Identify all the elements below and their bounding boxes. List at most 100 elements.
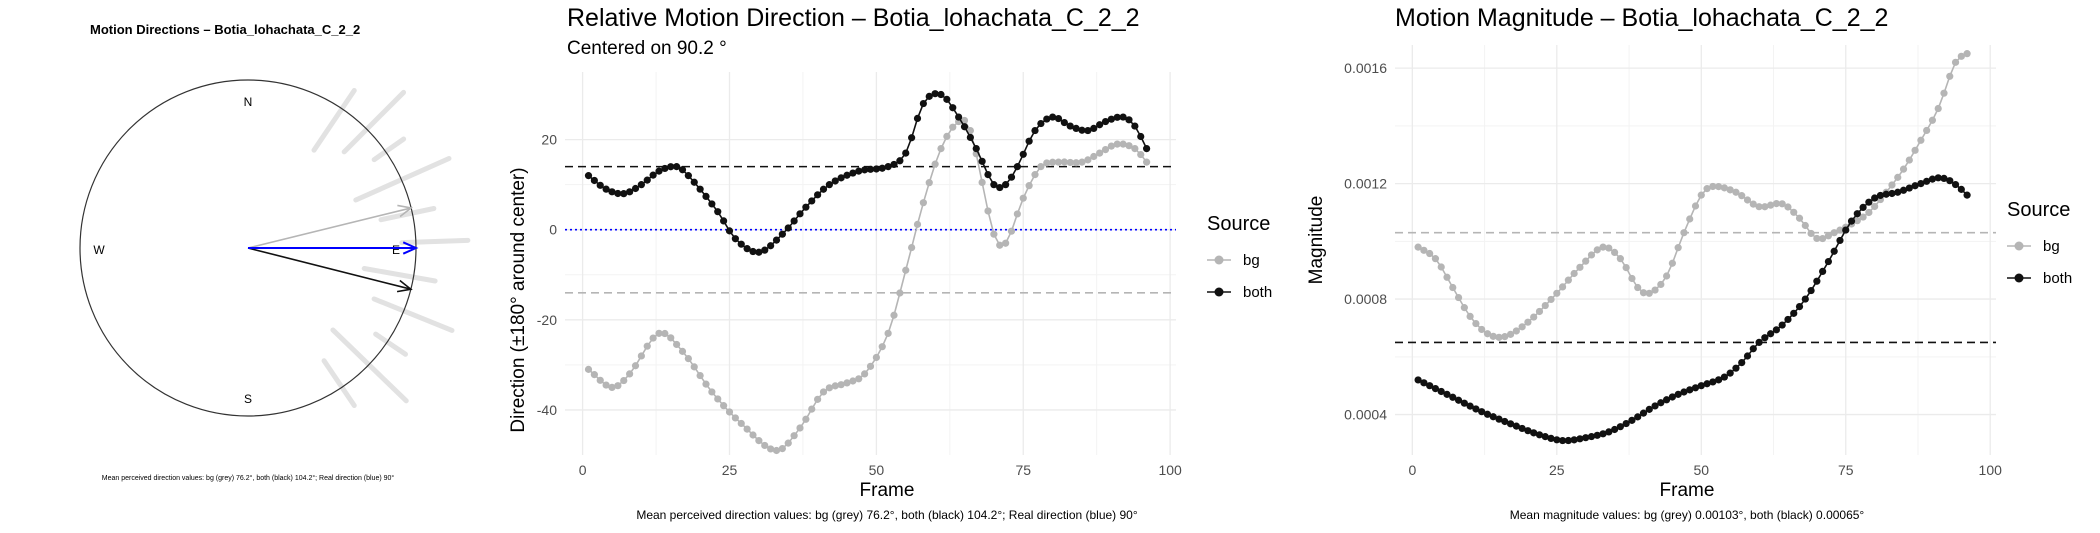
data-point-bg: [1871, 202, 1879, 211]
compass-ray: [353, 156, 452, 203]
compass-ray: [373, 331, 409, 357]
data-point-both: [1090, 124, 1098, 133]
data-point-bg: [1512, 327, 1520, 335]
x-tick-label: 0: [1408, 462, 1416, 478]
data-point-both: [1443, 390, 1451, 398]
data-point-both: [755, 248, 763, 256]
data-point-both: [1680, 388, 1688, 396]
data-point-both: [1801, 295, 1809, 303]
compass-ray: [371, 296, 455, 333]
data-point-bg: [1778, 200, 1786, 208]
data-point-bg: [1668, 259, 1676, 267]
data-point-bg: [937, 145, 945, 153]
data-point-bg: [725, 408, 734, 416]
data-point-bg: [1570, 269, 1578, 278]
data-point-both: [778, 230, 786, 238]
data-point-both: [684, 172, 692, 180]
data-point-both: [808, 197, 816, 205]
data-point-bg: [990, 230, 998, 238]
data-point-bg: [626, 370, 634, 378]
data-point-bg: [808, 405, 816, 413]
data-point-both: [1107, 115, 1115, 123]
data-point-bg: [1078, 158, 1086, 166]
data-point-both: [720, 217, 728, 225]
data-point-both: [749, 247, 757, 256]
data-point-bg: [872, 353, 880, 362]
data-point-bg: [1657, 280, 1665, 289]
data-point-both: [790, 217, 798, 225]
data-point-bg: [1530, 313, 1538, 321]
data-point-bg: [1119, 140, 1127, 148]
data-point-bg: [655, 329, 663, 337]
data-point-bg: [643, 342, 651, 350]
data-point-bg: [1651, 286, 1659, 294]
data-point-bg: [1755, 203, 1763, 211]
data-point-both: [837, 174, 845, 182]
data-point-bg: [1414, 243, 1422, 251]
data-point-both: [1824, 257, 1833, 266]
data-point-bg: [755, 437, 763, 445]
data-point-both: [825, 181, 833, 189]
data-point-bg: [1489, 332, 1497, 340]
data-point-both: [1060, 118, 1068, 127]
data-point-both: [678, 166, 687, 174]
direction-ylabel: Direction (±180° around center): [508, 167, 529, 432]
data-point-bg: [1535, 307, 1544, 316]
data-point-both: [1072, 124, 1080, 133]
data-point-bg: [925, 179, 933, 187]
data-point-bg: [1634, 283, 1642, 292]
data-point-bg: [749, 431, 757, 439]
data-point-both: [1928, 175, 1937, 183]
data-point-both: [1674, 390, 1682, 398]
data-point-both: [1807, 286, 1815, 295]
data-point-both: [1541, 433, 1549, 441]
data-point-both: [1037, 119, 1045, 128]
data-point-both: [1663, 396, 1671, 404]
compass-arrow-bg: [247, 207, 412, 249]
data-point-both: [1917, 179, 1925, 188]
data-point-both: [1054, 114, 1063, 123]
compass-chart: N S W E Mean perceived direction values:…: [79, 79, 471, 482]
data-point-both: [596, 181, 604, 189]
data-point-both: [725, 227, 734, 235]
y-tick-label: 0.0012: [1344, 176, 1387, 192]
data-point-bg: [684, 354, 692, 363]
data-point-bg: [896, 289, 904, 297]
data-point-both: [631, 184, 640, 193]
data-point-both: [1125, 116, 1133, 124]
data-point-both: [1842, 226, 1850, 234]
data-point-both: [1628, 416, 1636, 424]
compass-label-east: E: [392, 243, 400, 257]
magnitude-legend-item-both: both: [2007, 262, 2072, 294]
data-point-bg: [1066, 158, 1074, 167]
data-point-bg: [902, 266, 910, 274]
data-point-bg: [1824, 232, 1833, 240]
data-point-bg: [1836, 226, 1844, 234]
data-point-bg: [1917, 136, 1925, 144]
data-point-both: [1489, 413, 1497, 421]
data-point-bg: [1587, 251, 1596, 259]
data-point-both: [1836, 236, 1844, 245]
data-point-bg: [890, 311, 898, 319]
data-point-both: [584, 172, 593, 180]
data-point-both: [673, 163, 681, 171]
data-point-bg: [1049, 158, 1057, 166]
data-point-bg: [1558, 283, 1567, 291]
compass-caption: Mean perceived direction values: bg (gre…: [102, 474, 395, 482]
data-point-both: [1871, 194, 1879, 202]
data-point-bg: [1518, 323, 1526, 331]
data-point-both: [590, 176, 598, 185]
data-point-bg: [849, 377, 857, 385]
data-point-bg: [790, 432, 798, 440]
data-point-both: [731, 235, 739, 243]
data-point-bg: [1553, 289, 1561, 297]
data-point-bg: [1628, 274, 1636, 283]
data-point-both: [1720, 373, 1728, 381]
data-point-both: [1726, 369, 1734, 377]
y-tick-label: 20: [541, 132, 557, 148]
magnitude-panel: Motion Magnitude – Botia_lohachata_C_2_2…: [1300, 0, 2100, 533]
data-point-bg: [1934, 104, 1942, 113]
data-point-bg: [1732, 188, 1740, 196]
data-point-bg: [1703, 185, 1711, 193]
data-point-bg: [796, 424, 804, 432]
